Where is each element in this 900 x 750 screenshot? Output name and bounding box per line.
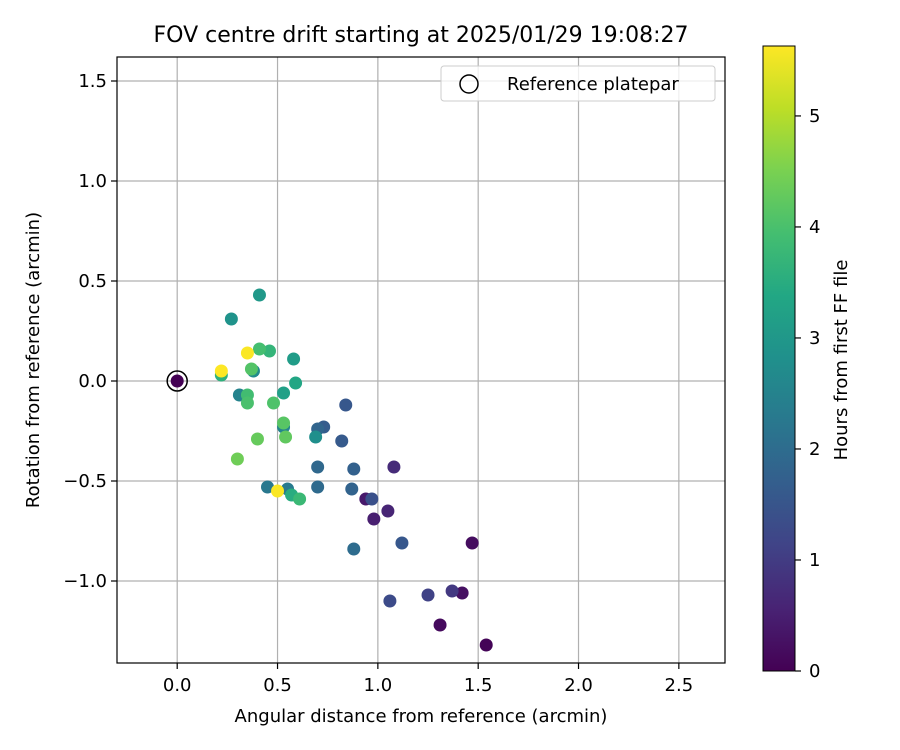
colorbar-tick-label: 4	[809, 217, 820, 238]
plot-frame	[116, 56, 726, 664]
x-tick-label: 2.0	[564, 675, 593, 696]
data-point	[289, 376, 303, 390]
data-point	[365, 492, 379, 506]
data-point	[277, 416, 291, 430]
data-point	[421, 588, 435, 602]
grid-lines	[117, 57, 725, 663]
data-point	[271, 484, 285, 498]
x-tick-label: 0.0	[163, 675, 192, 696]
y-axis-ticks: −1.0 −0.5 0.0 0.5 1.0 1.5	[63, 71, 117, 592]
x-axis-label: Angular distance from reference (arcmin)	[235, 706, 608, 727]
scatter-points	[166, 288, 493, 652]
data-point	[170, 374, 184, 388]
x-tick-label: 2.5	[665, 675, 694, 696]
data-point	[279, 430, 293, 444]
data-point	[479, 638, 493, 652]
data-point	[345, 482, 359, 496]
y-tick-label: −1.0	[63, 571, 107, 592]
x-tick-label: 1.5	[464, 675, 493, 696]
data-point	[252, 288, 266, 302]
colorbar-tick-label: 3	[809, 328, 820, 349]
data-point	[260, 480, 274, 494]
x-axis-ticks: 0.0 0.5 1.0 1.5 2.0 2.5	[163, 663, 693, 696]
y-tick-label: 1.0	[78, 171, 107, 192]
legend: Reference platepar	[440, 65, 716, 102]
colorbar-tick-label: 1	[809, 550, 820, 571]
y-axis-label: Rotation from reference (arcmin)	[23, 212, 44, 508]
data-point	[381, 504, 395, 518]
data-point	[455, 586, 469, 600]
data-point	[214, 364, 228, 378]
data-point	[387, 460, 401, 474]
x-tick-label: 0.5	[263, 675, 292, 696]
y-tick-label: 1.5	[78, 71, 107, 92]
data-point	[367, 512, 381, 526]
colorbar-label: Hours from first FF file	[831, 260, 852, 461]
data-point	[335, 434, 349, 448]
data-point	[252, 342, 266, 356]
data-point	[339, 398, 353, 412]
chart-title: FOV centre drift starting at 2025/01/29 …	[154, 23, 689, 48]
colorbar-tick-label: 0	[809, 661, 820, 682]
data-point	[433, 618, 447, 632]
data-point	[293, 492, 307, 506]
data-point	[347, 462, 361, 476]
data-point	[267, 396, 281, 410]
data-point	[465, 536, 479, 550]
data-point	[250, 432, 264, 446]
colorbar	[762, 45, 796, 672]
data-point	[244, 362, 258, 376]
legend-label-reference: Reference platepar	[507, 74, 679, 95]
colorbar-ticks: 0 1 2 3 4 5	[795, 106, 820, 682]
data-point	[309, 430, 323, 444]
data-point	[277, 386, 291, 400]
data-point	[311, 480, 325, 494]
reference-platepar-marker	[166, 370, 188, 392]
data-point	[240, 346, 254, 360]
data-point	[224, 312, 238, 326]
y-tick-label: 0.0	[78, 371, 107, 392]
data-point	[311, 460, 325, 474]
colorbar-tick-label: 2	[809, 439, 820, 460]
data-point	[230, 452, 244, 466]
data-point	[395, 536, 409, 550]
data-point	[240, 396, 254, 410]
y-tick-label: −0.5	[63, 471, 107, 492]
data-point	[263, 344, 277, 358]
legend-box	[440, 65, 716, 102]
colorbar-tick-label: 5	[809, 106, 820, 127]
data-point	[287, 352, 301, 366]
y-tick-label: 0.5	[78, 271, 107, 292]
legend-marker-reference	[459, 74, 479, 94]
x-tick-label: 1.0	[364, 675, 393, 696]
data-point	[347, 542, 361, 556]
data-point	[383, 594, 397, 608]
data-point	[445, 584, 459, 598]
